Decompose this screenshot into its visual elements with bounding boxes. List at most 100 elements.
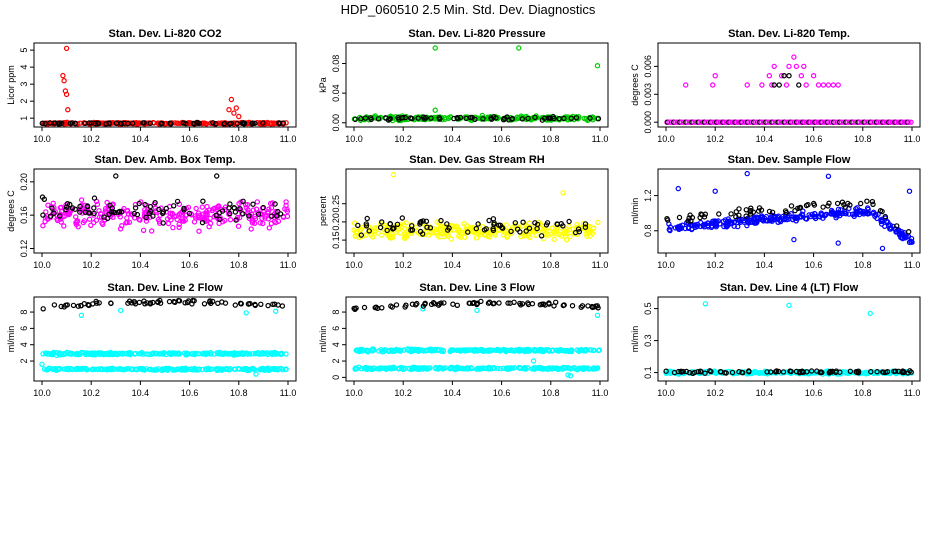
- data-point: [49, 205, 55, 211]
- data-point: [801, 63, 807, 70]
- data-point: [92, 120, 98, 127]
- data-point: [134, 211, 141, 218]
- data-point: [112, 351, 118, 357]
- data-point: [521, 348, 527, 354]
- data-point: [472, 347, 478, 354]
- data-point: [825, 173, 832, 179]
- data-point: [174, 120, 180, 127]
- data-point: [427, 225, 434, 231]
- data-point: [229, 351, 236, 357]
- data-point: [891, 368, 897, 375]
- data-point: [266, 225, 272, 231]
- y-axis-label: ml/min: [630, 326, 640, 353]
- x-tick-label: 10.0: [657, 260, 675, 270]
- data-point: [180, 120, 187, 126]
- data-point: [88, 351, 95, 357]
- data-point: [245, 366, 252, 373]
- data-point: [728, 211, 734, 217]
- chart-panel: Stan. Dev. Li-820 Temp. 10.0 10.2 10.4 10.6 1…: [630, 28, 921, 144]
- data-point: [127, 120, 133, 127]
- data-point: [237, 351, 243, 357]
- data-point: [232, 209, 239, 215]
- baseline-point: [906, 119, 912, 125]
- y-axis-label: kPa: [318, 77, 328, 93]
- data-point: [169, 350, 175, 356]
- data-point: [357, 346, 364, 353]
- data-point: [556, 115, 562, 122]
- data-point: [148, 228, 155, 234]
- y-tick-label: 0.12: [19, 240, 29, 258]
- x-tick-label: 10.4: [756, 388, 774, 398]
- data-point: [73, 219, 79, 226]
- data-point: [520, 232, 526, 238]
- data-point: [508, 228, 514, 235]
- data-point: [847, 202, 853, 208]
- data-point: [225, 366, 231, 372]
- x-tick-label: 10.2: [82, 260, 100, 270]
- y-tick-label: 4: [19, 342, 29, 347]
- data-point: [195, 120, 201, 126]
- data-point: [234, 351, 241, 357]
- data-point: [364, 215, 370, 222]
- data-point: [124, 366, 130, 372]
- data-point: [273, 308, 279, 314]
- data-point: [157, 300, 164, 306]
- y-axis-label: ml/min: [630, 198, 640, 225]
- data-point: [768, 214, 774, 221]
- data-point: [504, 114, 510, 120]
- data-point: [769, 209, 776, 215]
- x-tick-label: 10.8: [542, 134, 560, 144]
- data-point: [40, 306, 46, 312]
- data-point: [114, 351, 121, 358]
- data-point: [475, 115, 481, 121]
- data-point: [109, 366, 115, 372]
- chart-title: Stan. Dev. Gas Stream RH: [409, 154, 545, 166]
- data-point: [438, 217, 444, 224]
- data-point: [509, 365, 516, 371]
- data-point: [51, 302, 58, 308]
- data-point: [366, 228, 372, 234]
- data-point: [739, 369, 745, 376]
- data-point: [525, 301, 532, 308]
- x-tick-label: 11.0: [280, 388, 297, 398]
- data-point: [456, 347, 462, 354]
- chart-title: Stan. Dev. Li-820 Temp.: [728, 28, 850, 40]
- data-point: [193, 205, 199, 212]
- data-point: [788, 368, 794, 375]
- data-point: [587, 115, 593, 121]
- data-point: [141, 120, 147, 126]
- data-point: [686, 369, 693, 376]
- chart-panel: Stan. Dev. Amb. Box Temp. 10.0 10.2 10.4 10.…: [6, 154, 297, 270]
- data-point: [516, 45, 522, 51]
- data-point: [237, 206, 243, 212]
- data-point: [203, 350, 209, 357]
- data-point: [371, 346, 377, 353]
- data-point: [519, 116, 526, 122]
- data-point: [465, 229, 471, 235]
- data-point: [815, 82, 822, 88]
- data-points: [664, 170, 915, 252]
- data-point: [193, 367, 199, 373]
- x-tick-label: 10.8: [854, 134, 872, 144]
- data-point: [233, 217, 239, 223]
- data-point: [80, 219, 87, 226]
- data-point: [40, 212, 46, 218]
- data-point: [808, 368, 815, 374]
- x-tick-label: 10.0: [33, 260, 51, 270]
- data-point: [497, 366, 503, 372]
- y-axis-label: Licor ppm: [6, 65, 16, 105]
- x-tick-label: 10.0: [657, 134, 675, 144]
- data-point: [245, 301, 252, 307]
- data-point: [254, 199, 260, 205]
- data-point: [441, 365, 447, 371]
- x-tick-label: 11.0: [280, 260, 297, 270]
- data-point: [65, 106, 71, 113]
- y-tick-label: 2: [19, 359, 29, 364]
- x-tick-label: 10.2: [394, 388, 412, 398]
- data-point: [119, 351, 126, 357]
- data-point: [118, 366, 124, 372]
- data-point: [459, 365, 466, 371]
- data-point: [778, 218, 784, 225]
- data-point: [743, 213, 749, 219]
